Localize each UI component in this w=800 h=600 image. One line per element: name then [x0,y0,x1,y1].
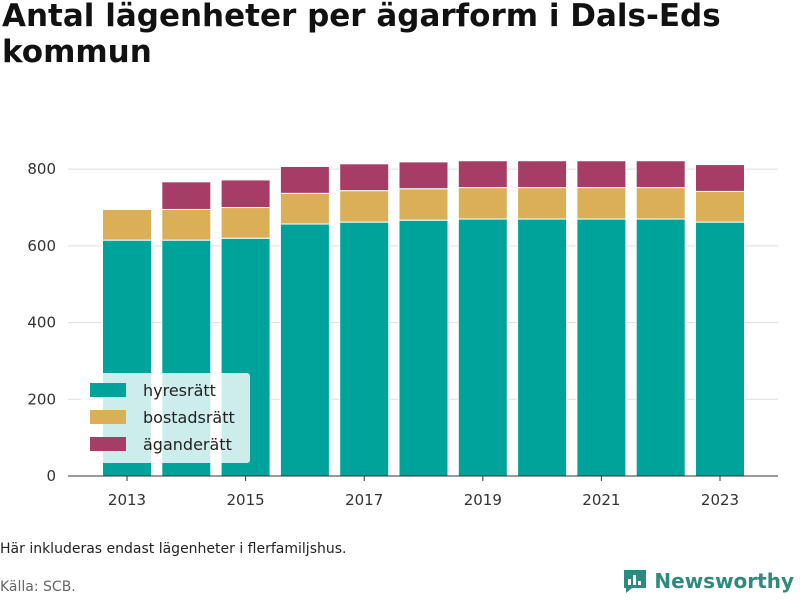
legend-swatch [90,437,126,451]
x-tick-label: 2015 [227,491,265,509]
bars [102,160,745,477]
brand-name: Newsworthy [654,569,794,593]
bar-segment-2019-2[interactable] [457,160,508,189]
bar-segment-2018-0[interactable] [398,219,449,477]
bar-segment-2022-0[interactable] [635,218,686,477]
legend-label: äganderätt [143,435,232,454]
bar-segment-2022-2[interactable] [635,160,686,189]
bar-segment-2015-2[interactable] [220,179,271,209]
bar-segment-2015-1[interactable] [220,207,271,239]
bar-segment-2021-0[interactable] [576,218,627,477]
bar-segment-2017-0[interactable] [339,221,390,477]
chart-title: Antal lägenheter per ägarform i Dals-Eds… [2,0,721,70]
y-axis-ticks: 0 200 400 600 800 [27,160,56,485]
stacked-bar-chart: 0 200 400 600 800 2013 2015 2017 2019 2021 2023 h… [27,160,778,509]
bar-segment-2020-1[interactable] [517,187,568,220]
legend-swatch [90,383,126,397]
x-tick-label: 2017 [345,491,383,509]
bar-segment-2014-1[interactable] [161,208,212,241]
y-tick-label: 400 [27,314,56,332]
bar-segment-2023-1[interactable] [695,190,745,223]
brand-logo[interactable]: Newsworthy [622,568,794,594]
bar-segment-2019-1[interactable] [457,187,508,220]
legend: hyresrätt bostadsrätt äganderätt [81,373,250,463]
bar-segment-2020-0[interactable] [517,218,568,477]
legend-label: hyresrätt [143,381,216,400]
bar-segment-2016-2[interactable] [279,165,330,194]
bar-segment-2014-2[interactable] [161,181,212,210]
y-tick-label: 800 [27,160,56,178]
footnote: Här inkluderas endast lägenheter i flerf… [0,541,347,557]
bar-segment-2021-1[interactable] [576,187,627,220]
legend-label: bostadsrätt [143,408,235,427]
x-tick-label: 2021 [582,491,620,509]
bar-segment-2021-2[interactable] [576,160,627,189]
bar-segment-2013-1[interactable] [102,208,152,241]
bar-segment-2018-2[interactable] [398,161,449,190]
y-tick-label: 0 [46,467,56,485]
bar-segment-2017-1[interactable] [339,190,390,223]
legend-swatch [90,410,126,424]
bar-segment-2023-0[interactable] [695,221,745,477]
bar-segment-2023-2[interactable] [695,164,745,192]
x-tick-label: 2019 [464,491,502,509]
y-tick-label: 600 [27,237,56,255]
bar-segment-2022-1[interactable] [635,187,686,220]
source-text: Källa: SCB. [0,579,76,595]
y-tick-label: 200 [27,390,56,408]
bar-chart-logo-icon [624,570,647,593]
bar-segment-2019-0[interactable] [457,218,508,477]
bar-segment-2018-1[interactable] [398,188,449,221]
bar-segment-2020-2[interactable] [517,160,568,189]
bar-segment-2016-1[interactable] [279,192,330,225]
x-tick-label: 2023 [701,491,739,509]
bar-segment-2017-2[interactable] [339,163,390,192]
bar-segment-2016-0[interactable] [279,223,330,477]
x-axis-ticks: 2013 2015 2017 2019 2021 2023 [108,476,739,509]
x-tick-label: 2013 [108,491,146,509]
